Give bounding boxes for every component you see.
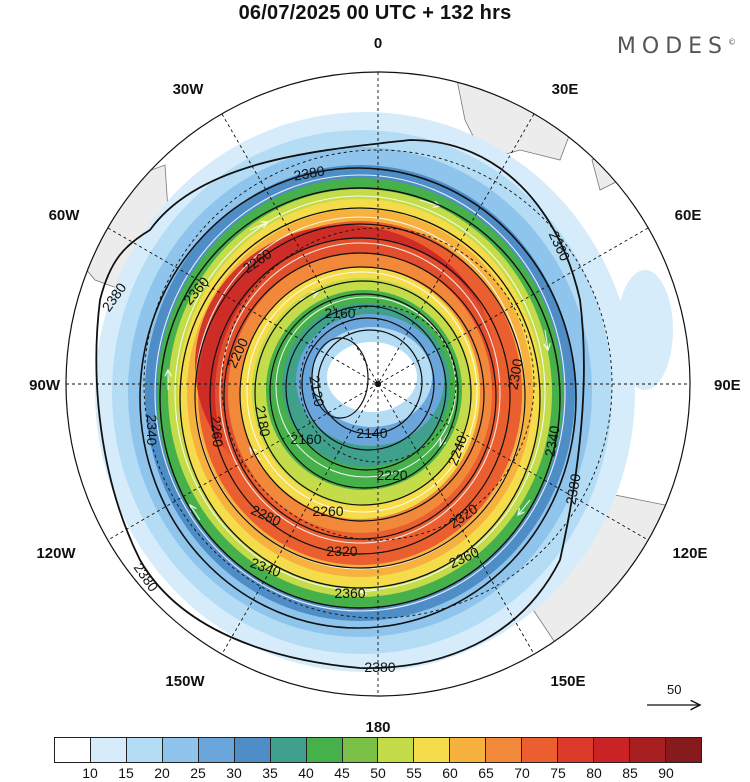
colorbar-tick-label: 40: [298, 765, 314, 781]
contour-label: 2160: [324, 305, 355, 321]
contour-2280: [209, 237, 511, 555]
contour-label: 2180: [252, 404, 273, 438]
colorbar-swatch: [162, 738, 199, 762]
contour-label: 2300: [504, 357, 525, 391]
colorbar-tick-label: 65: [478, 765, 494, 781]
colorbar-tick-label: 85: [622, 765, 638, 781]
colorbar-swatch: [126, 738, 163, 762]
contour-2220: [254, 280, 472, 506]
lon-label-120e: 120E: [672, 545, 707, 562]
colorbar-tick-label: 35: [262, 765, 278, 781]
colorbar-tick-label: 15: [118, 765, 134, 781]
contour-label: 2340: [541, 424, 562, 458]
colorbar-swatch: [306, 738, 343, 762]
contour-label: 2360: [334, 585, 365, 601]
lon-label-30e: 30E: [552, 81, 579, 98]
lon-label-60w: 60W: [49, 207, 81, 224]
contour-label: 2220: [376, 467, 407, 483]
colorbar-swatch: [378, 738, 415, 762]
colorbar-swatch: [414, 738, 451, 762]
colorbar-swatch: [630, 738, 666, 762]
colorbar-swatch: [450, 738, 487, 762]
contour-2260: [223, 252, 497, 540]
colorbar-swatch: [558, 738, 595, 762]
colorbar-swatch: [594, 738, 630, 762]
contour-label: 2380: [562, 472, 583, 506]
contour-label: 2380: [292, 162, 326, 183]
map-field-group: [66, 72, 690, 696]
contour-2140: [317, 329, 423, 435]
lon-label-30w: 30W: [173, 81, 205, 98]
height-contours: [95, 139, 585, 669]
pole-marker: [375, 381, 381, 387]
lon-label-150w: 150W: [165, 673, 205, 690]
colorbar-swatch: [522, 738, 559, 762]
colorbar-tick-label: 25: [190, 765, 206, 781]
colorbar-tick-label: 10: [82, 765, 98, 781]
lon-label-120w: 120W: [36, 545, 76, 562]
colorbar-tick-label: 50: [370, 765, 386, 781]
colorbar-swatch: [665, 738, 701, 762]
lon-label-180: 180: [365, 719, 390, 736]
colorbar-swatch: [55, 738, 91, 762]
colorbar-tick-label: 75: [550, 765, 566, 781]
colorbar-swatch: [198, 738, 235, 762]
graticule: [66, 72, 690, 696]
contour-2380: [95, 139, 585, 669]
contour-2340: [159, 187, 561, 609]
brand-mark: ©: [728, 37, 736, 47]
lon-label-60e: 60E: [675, 207, 702, 224]
contour-label: 2160: [290, 431, 321, 447]
colorbar-tick-label: 80: [586, 765, 602, 781]
contour-2180: [285, 305, 447, 471]
contour-2240: [239, 266, 485, 522]
lon-label-150e: 150E: [550, 673, 585, 690]
colorbar-tick-label: 20: [154, 765, 170, 781]
colorbar-tick-label: 30: [226, 765, 242, 781]
colorbar-tick-label: 45: [334, 765, 350, 781]
contour-label: 2340: [144, 414, 160, 445]
colorbar-tick-label: 60: [442, 765, 458, 781]
colorbar-labels: 10 15 20 25 30 35 40 45 50 55 60 65 70 75 80 85 90: [54, 765, 702, 781]
colorbar-tick-label: 90: [658, 765, 674, 781]
colorbar-swatch: [486, 738, 523, 762]
colorbar-swatch: [270, 738, 307, 762]
lon-label-0: 0: [374, 35, 382, 52]
colorbar-tick-label: 70: [514, 765, 530, 781]
contour-label: 2140: [356, 425, 387, 441]
contour-label: 2260: [312, 503, 343, 519]
brand-name: MODES: [616, 34, 728, 59]
brand-logo: MODES©: [617, 34, 736, 59]
reference-vector-label: 50: [667, 682, 682, 697]
contour-label: 2120: [306, 374, 327, 408]
contour-label: 2260: [208, 415, 227, 448]
contour-2320: [179, 207, 541, 589]
colorbar-swatch: [234, 738, 271, 762]
lon-label-90w: 90W: [29, 377, 61, 394]
contour-label: 2320: [326, 543, 357, 559]
colorbar: [54, 737, 702, 763]
map-boundary: [65, 71, 691, 697]
contour-2300: [194, 223, 526, 569]
contour-2200: [269, 293, 459, 489]
lon-label-90e: 90E: [714, 377, 741, 394]
contour-label: 2380: [364, 659, 395, 675]
map-title: 06/07/2025 00 UTC + 132 hrs: [238, 2, 512, 24]
colorbar-swatch: [90, 738, 127, 762]
contour-2360: [139, 167, 577, 629]
colorbar-tick-label: 55: [406, 765, 422, 781]
colorbar-swatch: [342, 738, 379, 762]
